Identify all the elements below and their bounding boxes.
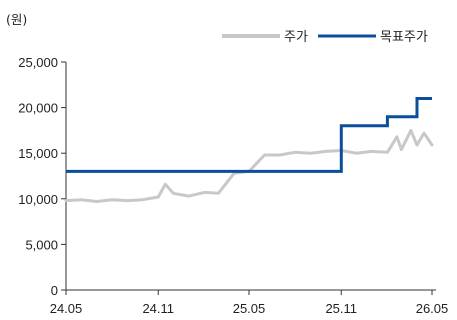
legend-target-label: 목표주가 (380, 30, 428, 45)
y-unit-label: (원) (6, 12, 27, 27)
y-axis-ticks: 25,000 20,000 15,000 10,000 5,000 0 (18, 55, 66, 298)
y-tick-label: 0 (51, 283, 58, 298)
y-tick-label: 5,000 (25, 237, 58, 252)
y-tick-label: 10,000 (18, 192, 58, 207)
legend: 주가 목표주가 (222, 30, 428, 45)
x-tick-label: 26.05 (416, 301, 449, 316)
x-tick-label: 24.11 (142, 301, 174, 316)
x-tick-label: 24.05 (50, 301, 83, 316)
target-price-series-line (66, 97, 432, 173)
x-tick-label: 25.05 (233, 301, 266, 316)
legend-price-label: 주가 (284, 30, 308, 45)
y-tick-label: 20,000 (18, 101, 58, 116)
x-axis-ticks: 24.05 24.11 25.05 25.11 26.05 (50, 290, 449, 316)
y-tick-label: 25,000 (18, 55, 58, 70)
price-series-line (64, 128, 434, 203)
x-tick-label: 25.11 (325, 301, 357, 316)
y-tick-label: 15,000 (18, 146, 58, 161)
